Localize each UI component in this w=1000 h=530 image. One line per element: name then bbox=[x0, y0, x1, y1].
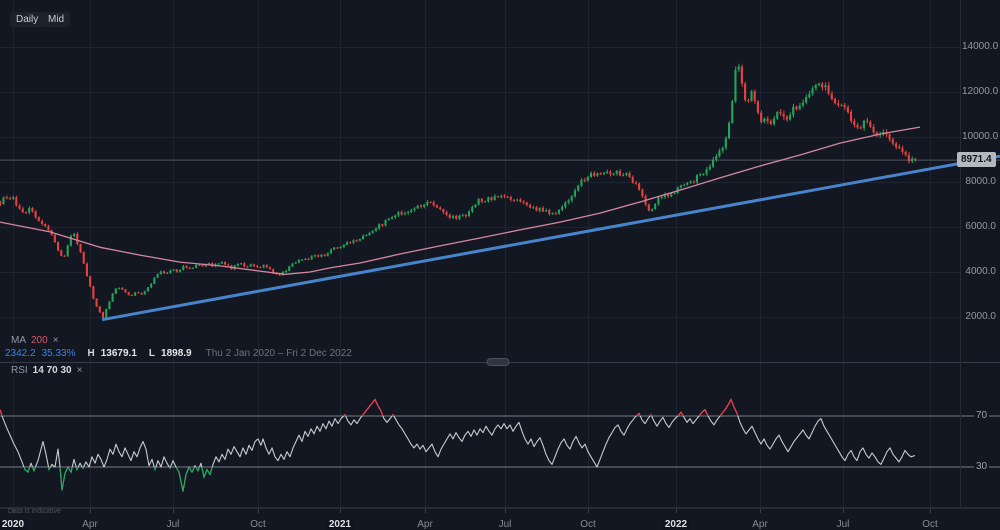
stat-date-range: Thu 2 Jan 2020 – Fri 2 Dec 2022 bbox=[205, 348, 352, 359]
time-tick-mark bbox=[13, 509, 14, 513]
time-tick-mark bbox=[425, 509, 426, 513]
timeframe-button-mid[interactable]: Mid bbox=[42, 12, 71, 27]
chart-canvas bbox=[0, 0, 1000, 508]
time-tick-mark bbox=[760, 509, 761, 513]
time-tick-label: Jul bbox=[498, 519, 512, 530]
time-tick-mark bbox=[588, 509, 589, 513]
time-tick-label: 2022 bbox=[661, 519, 691, 530]
stat-high-label: H bbox=[87, 348, 95, 359]
price-tick-label: 8000.0 bbox=[965, 176, 996, 187]
time-tick-mark bbox=[340, 509, 341, 513]
time-tick-mark bbox=[930, 509, 931, 513]
last-price-label: 8971.4 bbox=[957, 152, 996, 168]
stat-low-value: 1898.9 bbox=[161, 348, 192, 359]
time-tick-mark bbox=[505, 509, 506, 513]
timeframe-button-daily-label: Daily bbox=[16, 14, 39, 25]
ma-legend-value: 200 bbox=[31, 335, 48, 346]
price-tick-label: 2000.0 bbox=[965, 311, 996, 322]
rsi-legend[interactable]: RSI 14 70 30 × bbox=[6, 364, 88, 377]
rsi-legend-params: 14 70 30 bbox=[32, 365, 72, 376]
rsi-legend-name: RSI bbox=[11, 365, 28, 376]
grid-layer bbox=[0, 0, 960, 507]
price-tick-label: 14000.0 bbox=[962, 41, 999, 52]
ma-line bbox=[0, 126, 921, 275]
time-tick-label: Apr bbox=[417, 519, 433, 530]
time-tick-mark bbox=[843, 509, 844, 513]
ma-legend[interactable]: MA 200 × bbox=[6, 334, 64, 347]
trend-line[interactable] bbox=[101, 154, 1000, 322]
time-tick-label: Oct bbox=[250, 519, 266, 530]
time-tick-label: 2021 bbox=[325, 519, 355, 530]
time-tick-mark bbox=[676, 509, 677, 513]
time-tick-label: Oct bbox=[922, 519, 938, 530]
price-tick-label: 6000.0 bbox=[965, 221, 996, 232]
stats-legend: 2342.2 35.33% H 13679.1 L 1898.9 Thu 2 J… bbox=[5, 348, 352, 359]
time-tick-label: Jul bbox=[836, 519, 850, 530]
price-tick-label: 10000.0 bbox=[962, 131, 999, 142]
ma-legend-name: MA bbox=[11, 335, 26, 346]
time-tick-label: Apr bbox=[82, 519, 98, 530]
rsi-level-label: 30 bbox=[974, 461, 990, 472]
time-tick-label: Oct bbox=[580, 519, 596, 530]
timeframe-button-daily[interactable]: Daily bbox=[10, 12, 45, 27]
ma-close-icon[interactable]: × bbox=[52, 334, 59, 346]
pane-resize-handle[interactable] bbox=[486, 358, 510, 366]
stat-change-pct: 35.33% bbox=[41, 348, 76, 359]
time-tick-mark bbox=[173, 509, 174, 513]
rsi-line bbox=[0, 397, 916, 492]
timeframe-button-mid-label: Mid bbox=[48, 14, 65, 25]
stat-change: 2342.2 bbox=[5, 348, 36, 359]
time-tick-label: Jul bbox=[166, 519, 180, 530]
time-tick-label: 2020 bbox=[0, 519, 28, 530]
data-indicative-note: Data is indicative bbox=[8, 508, 61, 515]
price-tick-label: 12000.0 bbox=[962, 86, 999, 97]
candles-layer bbox=[0, 63, 917, 319]
rsi-level-label: 70 bbox=[974, 410, 990, 421]
stat-low-label: L bbox=[148, 348, 156, 359]
time-tick-label: Apr bbox=[752, 519, 768, 530]
price-tick-label: 4000.0 bbox=[965, 266, 996, 277]
stat-high-value: 13679.1 bbox=[100, 348, 137, 359]
time-axis: 2020 Apr Jul Oct 2021 Apr Jul Oct 2022 Apr Jul Oct bbox=[0, 508, 1000, 530]
time-tick-mark bbox=[258, 509, 259, 513]
time-tick-mark bbox=[90, 509, 91, 513]
rsi-close-icon[interactable]: × bbox=[76, 364, 83, 376]
